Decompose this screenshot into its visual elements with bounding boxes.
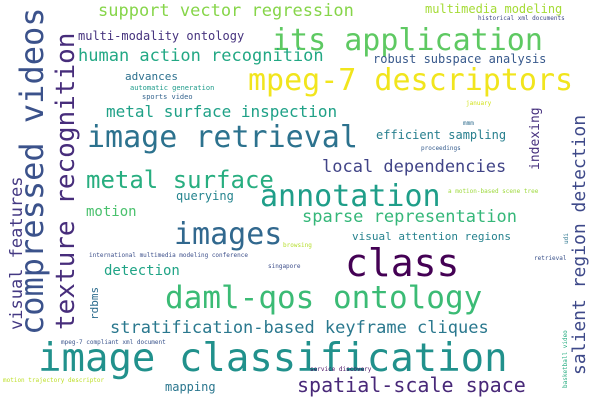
word-annotation: annotation [260, 179, 441, 214]
word-texture-recognition: texture recognition [51, 32, 81, 330]
word-mpeg-7-descriptors: mpeg-7 descriptors [248, 63, 574, 98]
word-sparse-representation: sparse representation [302, 207, 517, 227]
word-human-action-recognition: human action recognition [78, 46, 324, 66]
word-local-dependencies: local dependencies [322, 157, 507, 177]
word-salient-region-detection: salient region detection [569, 114, 590, 375]
word-stratification-based-keyframe-cliques: stratification-based keyframe cliques [110, 318, 489, 338]
word-images: images [174, 217, 283, 252]
word-visual-features: visual features [7, 176, 27, 330]
word-querying: querying [176, 189, 234, 203]
word-mmm: mmm [463, 120, 474, 127]
word-rdbms: rdbms [88, 286, 101, 320]
word-singapore: singapore [268, 263, 301, 270]
word-metal-surface-inspection: metal surface inspection [106, 102, 338, 121]
word-support-vector-regression: support vector regression [98, 1, 354, 21]
word-service-discovery: service discovery [310, 366, 372, 373]
word-its-application: its application [272, 23, 543, 58]
word-international-multimedia-modeling-conference: international multimedia modeling confer… [89, 252, 248, 259]
word-proceedings: proceedings [421, 145, 461, 152]
word-spatial-scale-space: spatial-scale space [297, 373, 526, 397]
word-advances: advances [125, 70, 178, 83]
word-january: january [466, 100, 492, 107]
word-detection: detection [104, 263, 180, 279]
word-udi: udi [563, 233, 570, 244]
word-multi-modality-ontology: multi-modality ontology [78, 29, 245, 43]
word-automatic-generation: automatic generation [130, 84, 215, 92]
word-historical-xml-documents: historical xml documents [478, 15, 565, 22]
word-retrieval: retrieval [534, 255, 567, 262]
word-browsing: browsing [283, 242, 312, 249]
word-image-classification: image classification [38, 336, 508, 381]
word-class: class [345, 241, 460, 285]
word-daml-qos-ontology: daml-qos ontology [165, 280, 483, 316]
word-basketball-video: basketball video [562, 330, 569, 388]
word-robust-subspace-analysis: robust subspace analysis [373, 52, 547, 66]
word-indexing: indexing [528, 107, 543, 170]
word-motion-trajectory-descriptor: motion trajectory descriptor [3, 377, 105, 384]
word-image-retrieval: image retrieval [87, 120, 358, 155]
word-sports-video: sports video [142, 93, 193, 101]
word-multimedia-modeling: multimedia modeling [425, 2, 563, 16]
word-visual-attention-regions: visual attention regions [352, 230, 511, 243]
word-motion: motion [86, 204, 137, 220]
word-a-motion-based-scene-tree: a motion-based scene tree [448, 188, 539, 195]
word-mapping: mapping [165, 380, 216, 394]
word-metal-surface: metal surface [86, 166, 274, 194]
word-efficient-sampling: efficient sampling [376, 128, 507, 142]
word-mpeg-7-compliant-xml-document: mpeg-7 compliant xml document [61, 339, 166, 346]
